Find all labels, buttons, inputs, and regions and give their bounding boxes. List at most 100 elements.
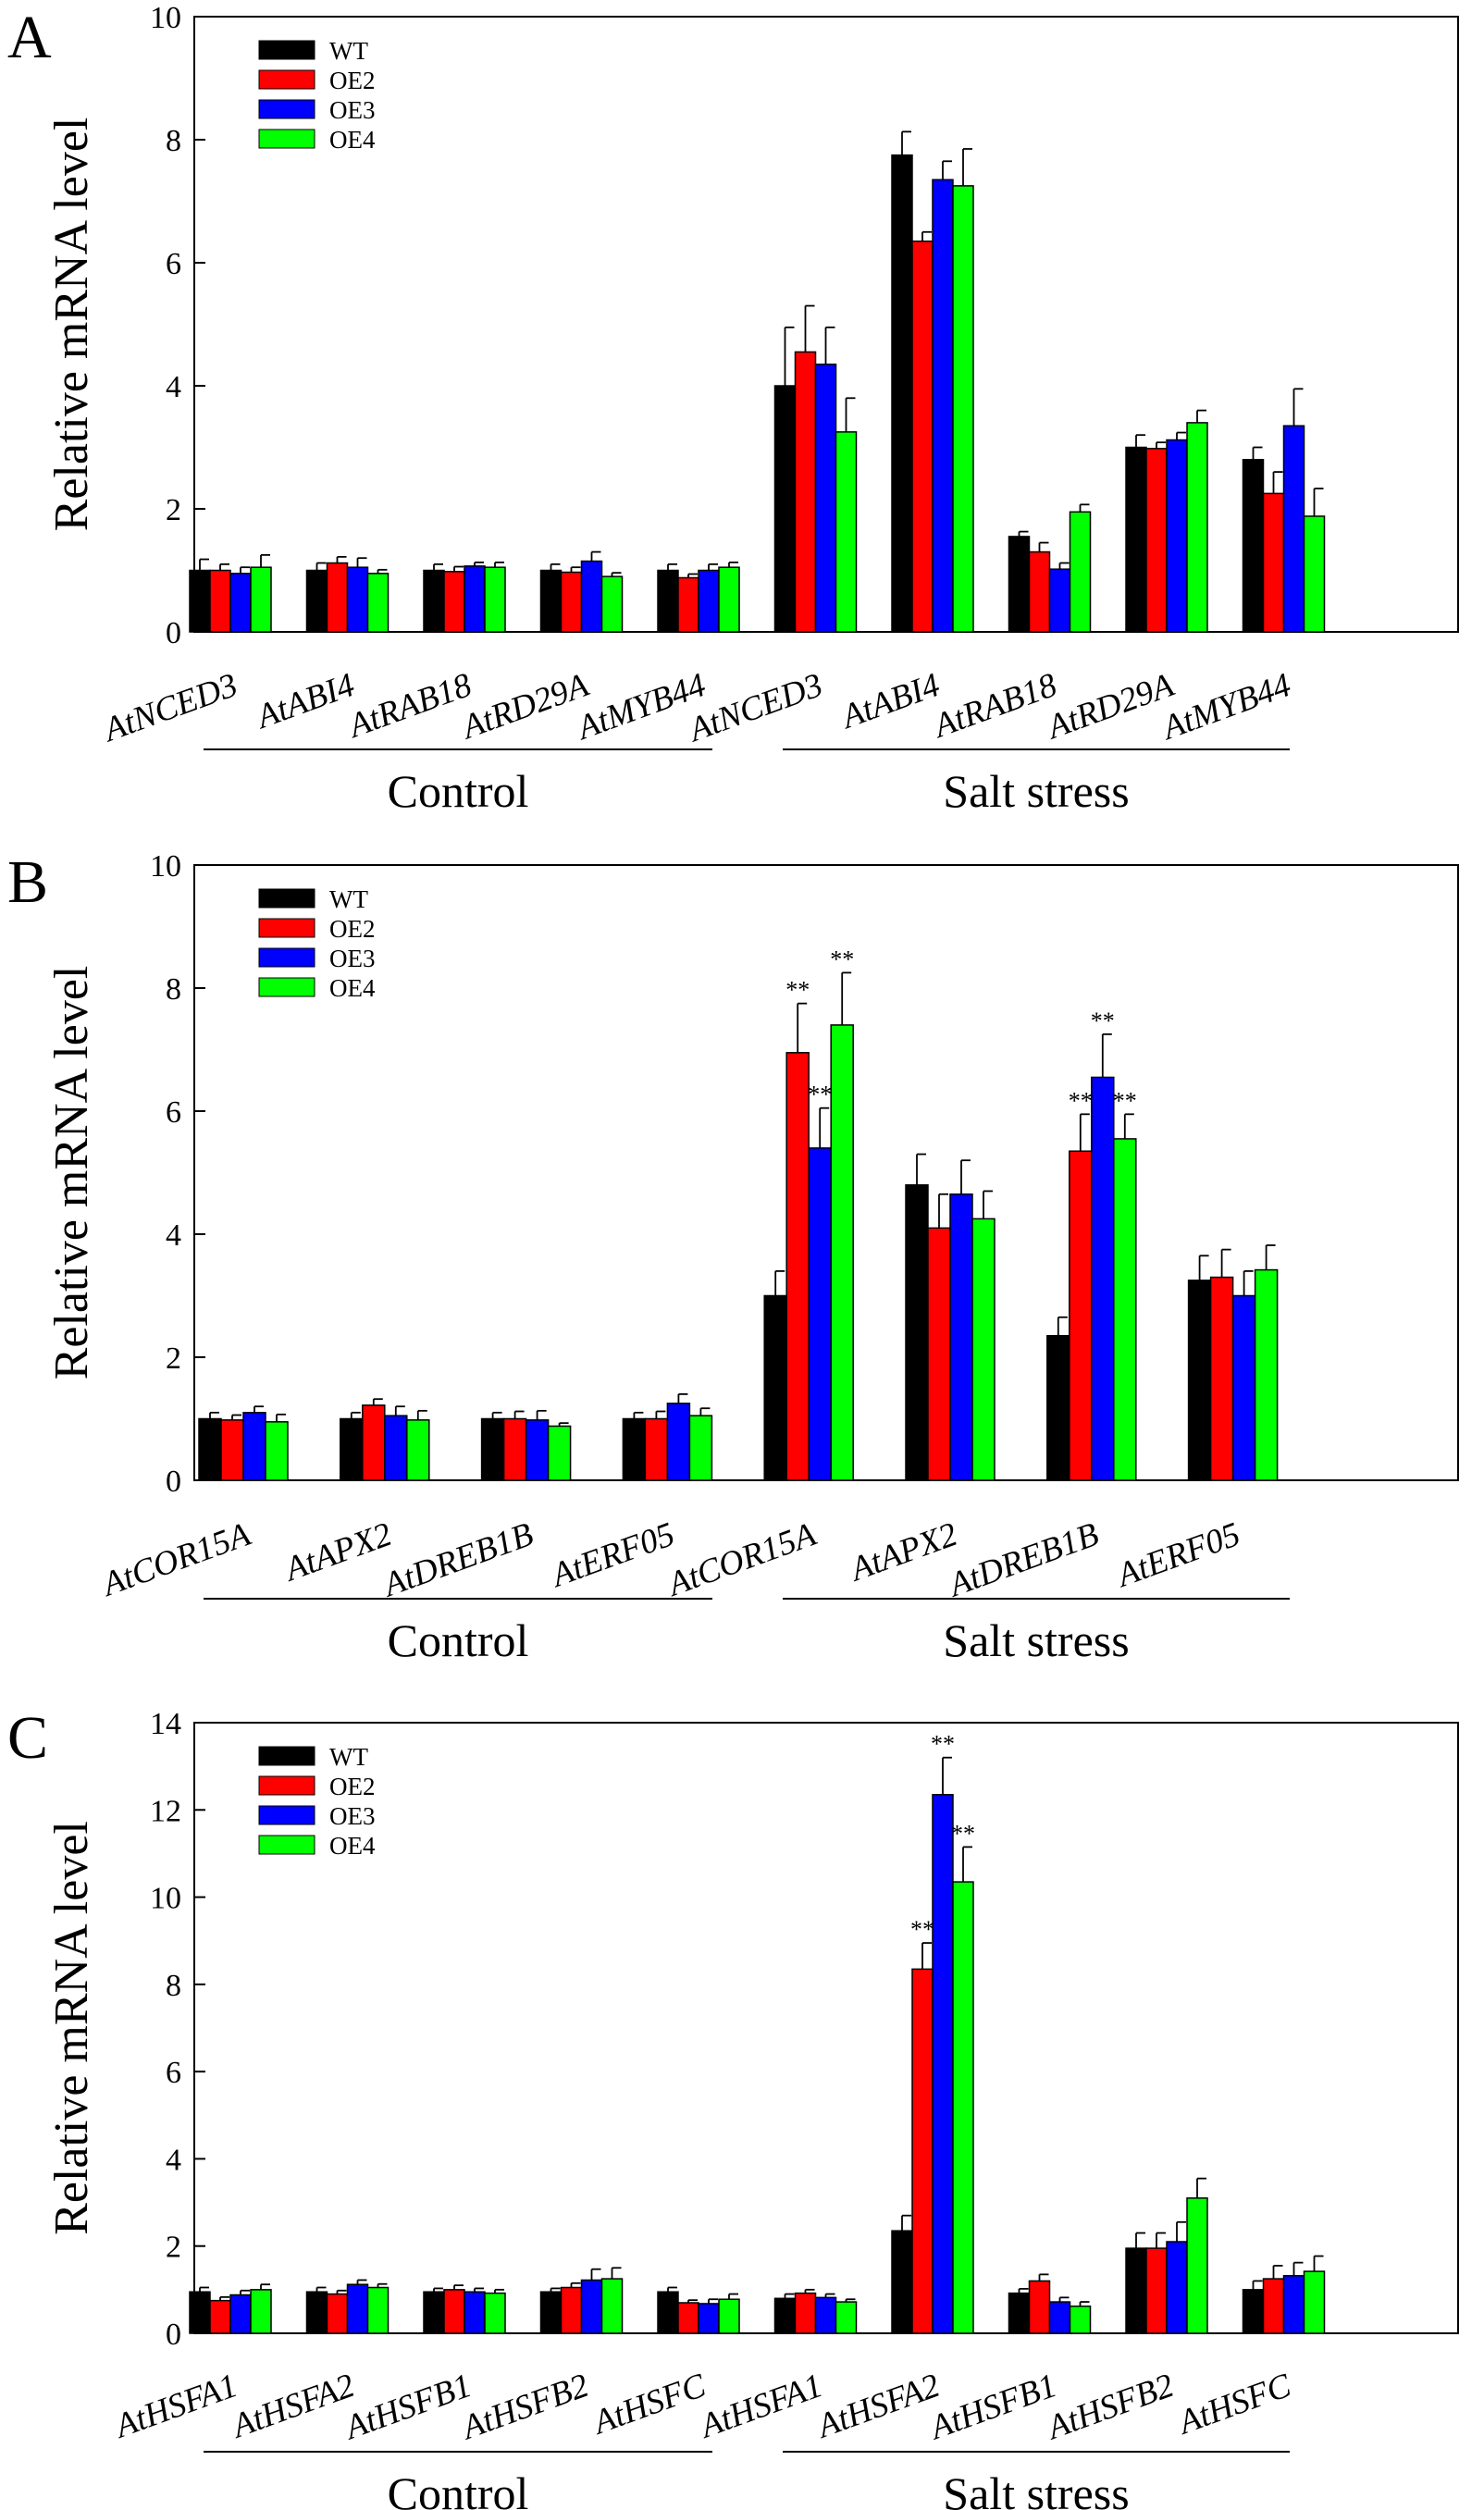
legend-swatch-oe4 <box>258 1835 315 1855</box>
bar-wt <box>539 569 563 633</box>
y-tick-label: 4 <box>166 1218 181 1253</box>
bar-wt <box>423 2291 445 2334</box>
category-label: AtERF05 <box>544 1515 679 1596</box>
legend-label: OE2 <box>329 915 376 943</box>
significance-marker: ** <box>830 946 854 972</box>
bar-oe4 <box>600 2278 624 2334</box>
y-tick-label: 6 <box>166 2056 181 2090</box>
category-label: AtHSFC <box>586 2366 711 2442</box>
category-label: AtHSFA2 <box>810 2367 945 2446</box>
bar-oe4 <box>952 185 974 633</box>
y-tick-label: 2 <box>166 2231 181 2265</box>
y-tick-label: 10 <box>150 1 181 35</box>
bar-wt <box>189 2291 211 2334</box>
significance-marker: ** <box>1069 1087 1093 1114</box>
bar-wt <box>1125 446 1147 633</box>
bar-oe4 <box>1069 511 1092 633</box>
bar-wt <box>340 1417 364 1481</box>
bar-oe4 <box>406 1419 430 1481</box>
bar-oe2 <box>209 569 231 633</box>
category-label: AtAPX2 <box>278 1515 397 1589</box>
bar-oe3 <box>814 363 837 633</box>
significance-marker: ** <box>1113 1087 1137 1114</box>
category-label: AtRAB18 <box>926 666 1062 747</box>
legend-label: OE2 <box>329 1773 376 1800</box>
bar-oe3 <box>525 1419 550 1481</box>
legend-swatch-wt <box>258 888 315 909</box>
category-label: AtHSFB1 <box>922 2367 1061 2448</box>
bar-oe2 <box>911 1968 934 2334</box>
bar-wt <box>891 2230 913 2334</box>
category-label: AtHSFA2 <box>225 2367 360 2446</box>
legend-swatch-oe3 <box>258 1805 315 1825</box>
category-label: AtHSFA1 <box>107 2367 242 2446</box>
category-label: AtRD29A <box>1040 666 1179 748</box>
bar-oe2 <box>443 571 465 633</box>
legend-label: WT <box>329 37 368 65</box>
bar-oe3 <box>464 565 486 633</box>
bar-oe4 <box>250 2289 272 2334</box>
bar-wt <box>773 385 797 633</box>
legend-label: OE3 <box>329 945 376 972</box>
y-tick-label: 0 <box>166 1465 181 1499</box>
bar-oe4 <box>484 2292 506 2334</box>
y-tick-label: 14 <box>150 1707 181 1741</box>
bar-wt <box>891 154 913 633</box>
bar-oe2 <box>209 2299 231 2334</box>
bar-oe2 <box>794 351 817 633</box>
legend-label: OE4 <box>329 1832 376 1860</box>
bar-oe3 <box>932 179 954 633</box>
bar-wt <box>539 2291 563 2334</box>
bar-oe3 <box>346 2283 369 2334</box>
bar-oe2 <box>677 576 699 633</box>
bar-oe3 <box>1231 1294 1256 1481</box>
y-tick-label: 6 <box>166 247 181 281</box>
legend-swatch-oe2 <box>258 69 315 90</box>
bar-oe3 <box>464 2291 486 2334</box>
bar-oe2 <box>911 240 934 633</box>
bar-oe2 <box>785 1052 810 1481</box>
bar-oe3 <box>346 566 369 633</box>
legend-label: WT <box>329 885 368 913</box>
bar-oe2 <box>677 2302 699 2334</box>
category-label: AtRAB18 <box>341 666 477 747</box>
legend-swatch-oe2 <box>258 918 315 938</box>
significance-marker: ** <box>951 1820 975 1847</box>
bar-wt <box>1187 1280 1212 1481</box>
bar-oe3 <box>698 569 720 633</box>
y-tick-label: 10 <box>150 1882 181 1916</box>
legend-label: OE3 <box>329 96 376 124</box>
bar-oe3 <box>814 2296 837 2334</box>
y-tick-label: 8 <box>166 1969 181 2003</box>
bar-oe4 <box>265 1421 289 1481</box>
bar-oe3 <box>1282 2275 1305 2334</box>
y-axis-label: Relative mRNA level <box>45 1821 98 2235</box>
bar-wt <box>1242 2289 1265 2334</box>
bar-wt <box>773 2297 797 2334</box>
bar-wt <box>305 569 328 633</box>
bar-oe4 <box>835 431 858 633</box>
bar-oe2 <box>927 1227 951 1481</box>
bar-oe2 <box>220 1419 244 1481</box>
bar-wt <box>305 2291 328 2334</box>
bar-oe4 <box>1069 2306 1092 2334</box>
bar-oe2 <box>326 562 349 633</box>
category-label: AtERF05 <box>1109 1515 1244 1596</box>
bar-oe2 <box>644 1417 669 1481</box>
bar-oe3 <box>580 2279 603 2334</box>
significance-marker: ** <box>1091 1008 1115 1034</box>
legend-swatch-oe3 <box>258 947 315 968</box>
y-tick-label: 0 <box>166 616 181 650</box>
group-label: Control <box>388 765 529 817</box>
category-label: AtDREB1B <box>942 1515 1104 1605</box>
significance-marker: ** <box>785 977 810 1004</box>
bar-oe3 <box>666 1403 691 1481</box>
bar-oe4 <box>1113 1138 1137 1481</box>
bar-wt <box>657 2291 679 2334</box>
panel-letter: C <box>7 1704 48 1772</box>
bar-oe3 <box>229 573 252 633</box>
category-label: AtMYB44 <box>1156 666 1296 748</box>
y-tick-label: 8 <box>166 972 181 1007</box>
category-label: AtNCED3 <box>96 666 242 750</box>
